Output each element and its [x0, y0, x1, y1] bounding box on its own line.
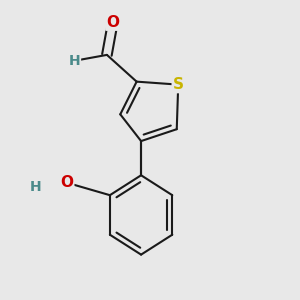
- Text: O: O: [106, 15, 119, 30]
- Text: H: H: [68, 54, 80, 68]
- Text: S: S: [173, 77, 184, 92]
- Text: O: O: [60, 175, 73, 190]
- Text: H: H: [30, 180, 41, 194]
